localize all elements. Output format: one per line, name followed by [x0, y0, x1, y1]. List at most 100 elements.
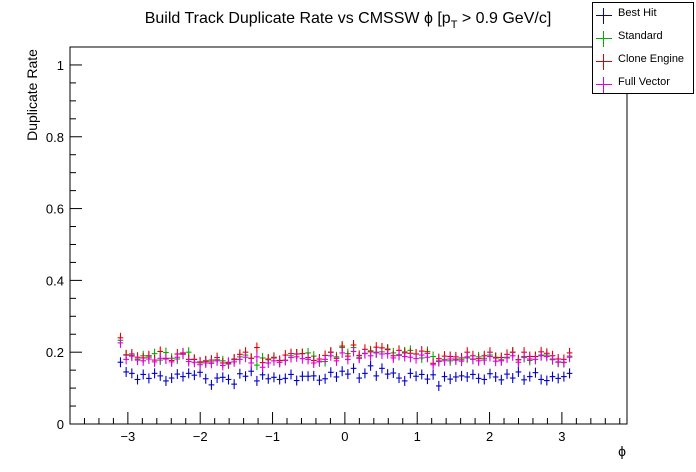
data-point [458, 356, 465, 367]
data-point [458, 370, 465, 381]
data-point [401, 375, 408, 386]
data-point [140, 355, 147, 366]
data-point [157, 353, 164, 364]
data-point [163, 354, 169, 365]
data-point [151, 356, 158, 367]
data-point [475, 355, 482, 366]
data-point [543, 375, 550, 386]
data-point [327, 350, 334, 361]
data-point [515, 357, 522, 368]
data-point [305, 371, 311, 382]
data-point [481, 355, 488, 366]
legend-item: Full Vector [593, 73, 693, 93]
data-point [384, 369, 391, 380]
data-point [441, 355, 448, 366]
data-point [356, 353, 363, 364]
title-subscript: T [451, 19, 458, 31]
data-point [123, 366, 129, 377]
data-point [327, 367, 334, 378]
legend-marker-icon [596, 54, 612, 70]
data-point [231, 356, 238, 367]
data-point [191, 370, 198, 381]
data-point [453, 371, 459, 382]
data-point [339, 366, 346, 377]
data-point [248, 357, 255, 368]
data-point [225, 374, 232, 385]
data-point [271, 355, 277, 366]
data-point [430, 359, 436, 370]
legend-label: Standard [618, 30, 663, 42]
data-point [288, 352, 294, 363]
data-point [362, 368, 368, 379]
x-tick-label: 3 [558, 429, 565, 444]
data-point [447, 354, 454, 365]
data-point [128, 368, 135, 379]
data-point [492, 371, 499, 382]
data-point [379, 363, 385, 374]
data-point [413, 353, 419, 364]
legend-marker-icon [596, 31, 612, 47]
data-point [345, 369, 351, 380]
data-point [464, 351, 471, 362]
data-point [219, 372, 226, 383]
data-point [498, 374, 505, 385]
data-point [504, 369, 510, 380]
data-point [208, 379, 215, 390]
data-point [202, 357, 209, 368]
data-point [430, 369, 436, 380]
data-point [208, 358, 215, 369]
data-point [373, 347, 380, 358]
data-point [117, 337, 124, 348]
data-point [237, 354, 243, 365]
data-point [254, 375, 260, 386]
data-point [180, 348, 186, 359]
series-best-hit [117, 357, 573, 391]
data-point [168, 356, 175, 367]
data-series-layer [117, 332, 573, 391]
data-point [367, 360, 374, 371]
data-point [146, 373, 152, 384]
data-point [470, 369, 476, 380]
data-point [549, 354, 556, 365]
y-tick-label: 0.8 [46, 130, 64, 145]
data-point [299, 371, 306, 382]
data-point [532, 354, 539, 365]
data-point [333, 355, 340, 366]
legend-marker-icon [596, 8, 612, 24]
data-point [214, 373, 220, 384]
data-point [259, 362, 266, 373]
data-point [168, 373, 175, 384]
data-point [293, 375, 300, 386]
data-point [174, 369, 181, 380]
data-point [401, 351, 408, 362]
data-point [310, 357, 317, 368]
y-tick-label: 0 [57, 417, 64, 432]
data-point [549, 371, 556, 382]
data-point [561, 371, 567, 382]
data-point [464, 371, 471, 382]
data-point [316, 356, 323, 367]
y-tick-label: 1 [57, 58, 64, 73]
legend-item: Standard [593, 27, 693, 47]
data-point [356, 373, 363, 384]
data-point [504, 352, 510, 363]
data-point [350, 346, 357, 357]
data-point [470, 354, 476, 365]
data-point [521, 374, 527, 385]
data-point [407, 352, 414, 363]
data-point [566, 352, 573, 363]
data-point [174, 352, 181, 363]
data-point [237, 368, 243, 379]
title-phi-symbol: ϕ [424, 10, 433, 27]
data-point [526, 371, 533, 382]
data-point [345, 354, 351, 365]
data-point [543, 351, 550, 362]
y-tick-label: 0.6 [46, 202, 64, 217]
data-point [163, 375, 169, 386]
data-point [288, 369, 294, 380]
data-point [561, 357, 567, 368]
data-point [265, 357, 272, 368]
data-point [492, 356, 499, 367]
data-point [515, 366, 522, 377]
series-full-vector [117, 337, 573, 373]
